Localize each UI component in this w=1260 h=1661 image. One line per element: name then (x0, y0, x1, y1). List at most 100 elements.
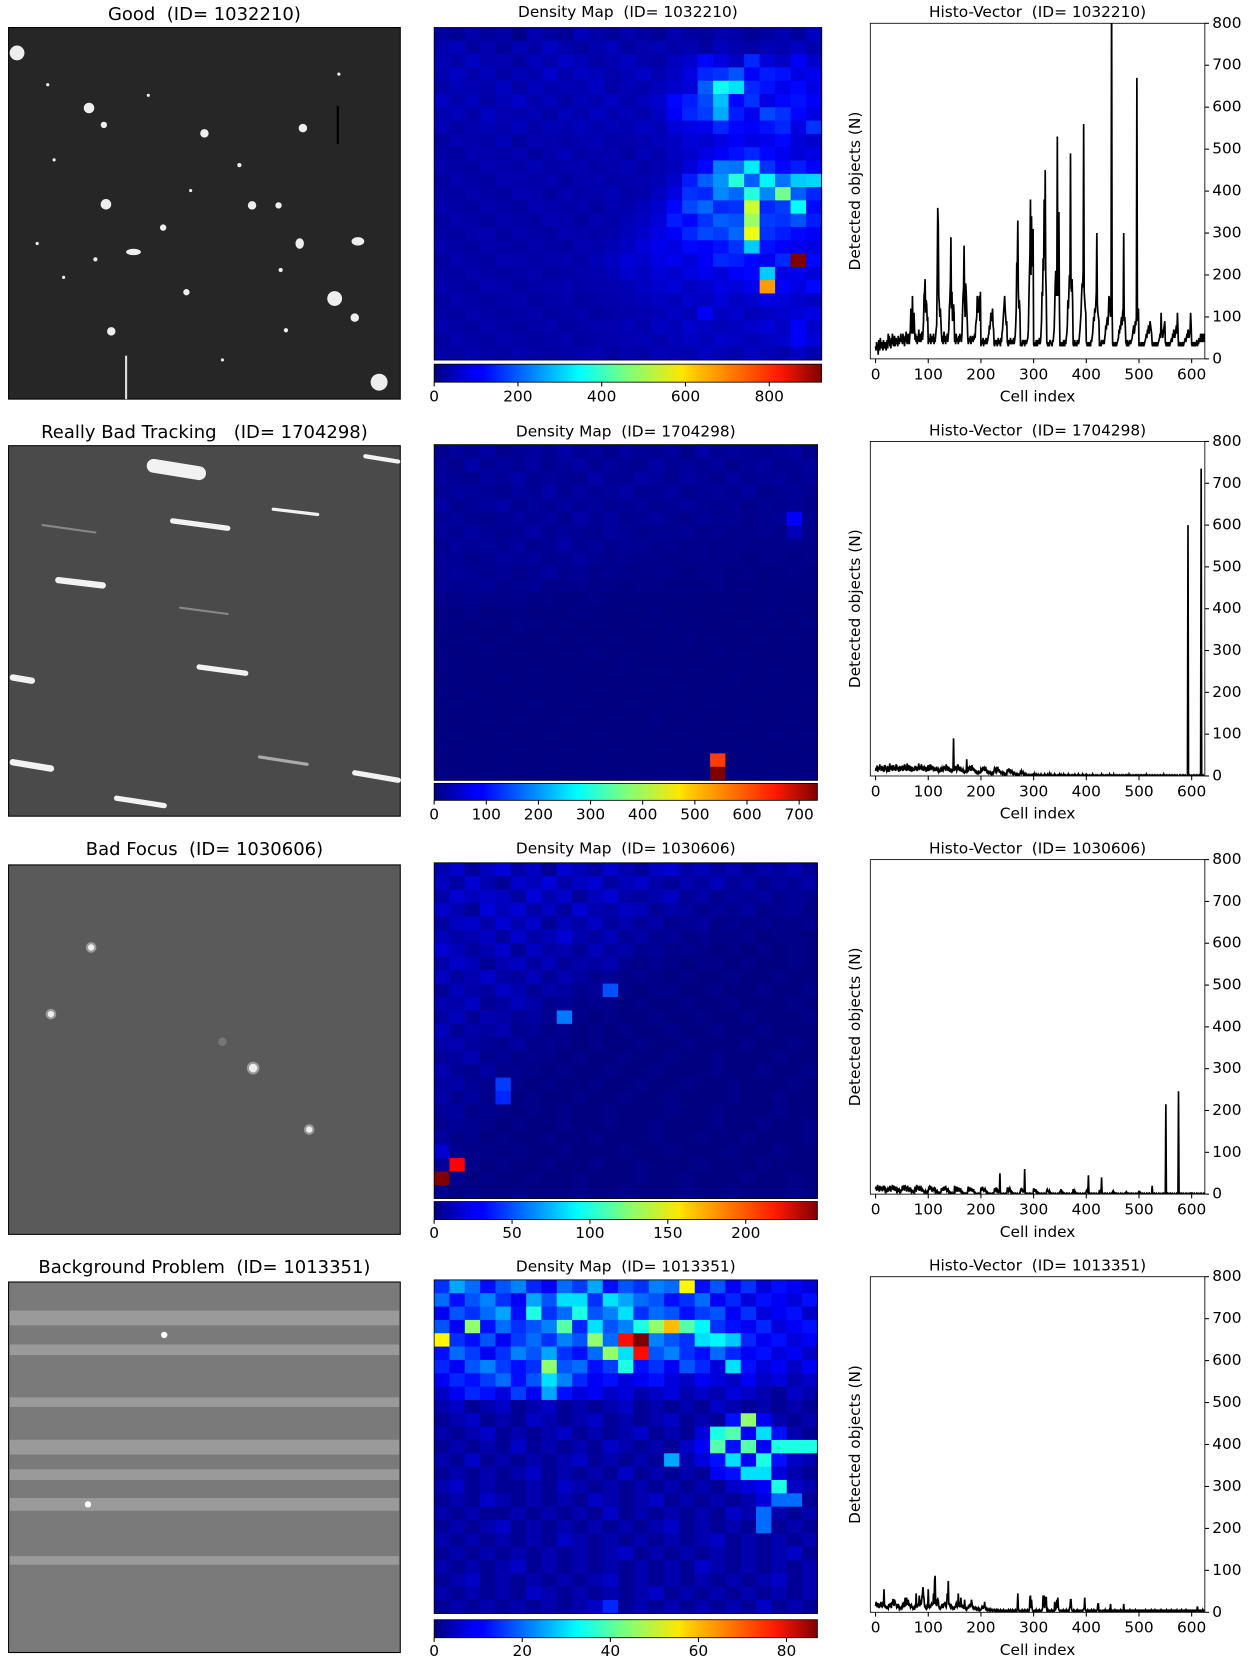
heatmap-cell (786, 903, 803, 918)
heatmap-cell (756, 605, 772, 620)
heatmap-cell (725, 471, 742, 486)
heatmap-cell (587, 1346, 604, 1361)
heatmap-cell (618, 1077, 634, 1092)
heatmap-cell (744, 133, 761, 148)
heatmap-cell (679, 1519, 696, 1534)
heatmap-cell (572, 605, 588, 620)
heatmap-cell (572, 1373, 588, 1388)
heatmap-cell (666, 226, 683, 241)
heatmap-cell (434, 173, 451, 188)
heatmap-cell (618, 686, 634, 701)
heatmap-cell (558, 346, 575, 361)
heatmap-cell (526, 739, 542, 754)
heatmap-cell (648, 753, 665, 768)
heatmap-cell (589, 187, 606, 201)
heatmap-cell (697, 40, 714, 55)
heatmap-cell (480, 200, 497, 215)
heatmap-cell (527, 253, 544, 268)
heatmap-cell (697, 80, 714, 95)
heatmap-cell (648, 1090, 665, 1105)
heatmap-cell (725, 1493, 742, 1508)
heatmap-cell (480, 1171, 496, 1186)
heatmap-cell (802, 943, 818, 958)
heatmap-cell (740, 1560, 757, 1574)
heatmap-cell (740, 1546, 757, 1561)
heatmap-cell (587, 645, 604, 660)
heatmap-cell (464, 1346, 481, 1361)
heatmap-cell (527, 293, 544, 308)
heatmap-cell (633, 1600, 650, 1614)
heatmap-cell (802, 1023, 818, 1038)
heatmap-cell (449, 1346, 466, 1361)
heatmap-cell (434, 511, 451, 526)
histo-title: Histo-Vector (ID= 1030606) (929, 840, 1146, 858)
heatmap-cell (725, 1319, 742, 1334)
x-tick-label: 600 (1177, 365, 1206, 383)
heatmap-cell (806, 293, 823, 308)
heatmap-cell (618, 1279, 634, 1294)
heatmap-cell (495, 1586, 512, 1601)
heatmap-cell (480, 1373, 496, 1388)
heatmap-cell (464, 766, 481, 781)
heatmap-cell (464, 1090, 481, 1105)
heatmap-cell (620, 333, 637, 348)
heatmap-cell (542, 320, 559, 334)
heatmap-cell (648, 552, 665, 566)
heatmap-cell (651, 80, 668, 95)
heatmap-cell (756, 943, 772, 958)
heatmap-cell (740, 1010, 757, 1025)
heatmap-cell (664, 1064, 680, 1079)
colorbar-tick-label: 150 (653, 1224, 682, 1242)
colorbar-tick-label: 0 (429, 1642, 439, 1660)
heatmap-cell (449, 1493, 466, 1508)
heatmap-cell (434, 1533, 451, 1548)
heatmap-cell (434, 1573, 451, 1588)
heatmap-cell (664, 1399, 680, 1414)
heatmap-cell (786, 956, 803, 971)
heatmap-cell (589, 173, 606, 188)
heatmap-cell (434, 645, 451, 660)
heatmap-cell (633, 1131, 650, 1146)
heatmap-cell (449, 40, 466, 55)
heatmap-cell (713, 280, 730, 294)
heatmap-cell (495, 889, 512, 904)
heatmap-cell (664, 1546, 680, 1561)
heatmap-cell (449, 1426, 466, 1441)
heatmap-cell (480, 525, 496, 540)
heatmap-cell (633, 1319, 650, 1334)
heatmap-cell (756, 766, 772, 781)
heatmap-cell (449, 1077, 466, 1092)
heatmap-cell (602, 1573, 619, 1588)
heatmap-cell (679, 1144, 696, 1159)
heatmap-cell (710, 876, 726, 891)
heatmap-cell (618, 1586, 634, 1601)
heatmap-cell (679, 552, 696, 566)
heatmap-cell (806, 133, 823, 148)
heatmap-cell (759, 266, 776, 281)
heatmap-cell (756, 1319, 772, 1334)
heatmap-cell (756, 1439, 772, 1454)
heatmap-cell (648, 726, 665, 741)
heatmap-cell (725, 1373, 742, 1388)
heatmap-cell (759, 293, 776, 308)
heatmap-cell (526, 1439, 542, 1454)
heatmap-cell (480, 333, 497, 348)
heatmap-cell (480, 997, 496, 1011)
heatmap-cell (633, 739, 650, 754)
heatmap-cell (464, 1117, 481, 1132)
heatmap-cell (790, 54, 807, 68)
heatmap-cell (526, 1519, 542, 1534)
heatmap-cell (496, 173, 513, 188)
y-tick-label: 200 (1212, 265, 1241, 283)
heatmap-cell (664, 1426, 680, 1441)
heatmap-cell (664, 1144, 680, 1159)
heatmap-cell (786, 444, 803, 459)
heatmap-cell (710, 1399, 726, 1414)
heatmap-cell (449, 293, 466, 308)
heatmap-cell (633, 1533, 650, 1548)
heatmap-cell (480, 1466, 496, 1481)
heatmap-cell (694, 632, 711, 647)
heatmap-cell (434, 1479, 451, 1494)
heatmap-cell (740, 753, 757, 768)
